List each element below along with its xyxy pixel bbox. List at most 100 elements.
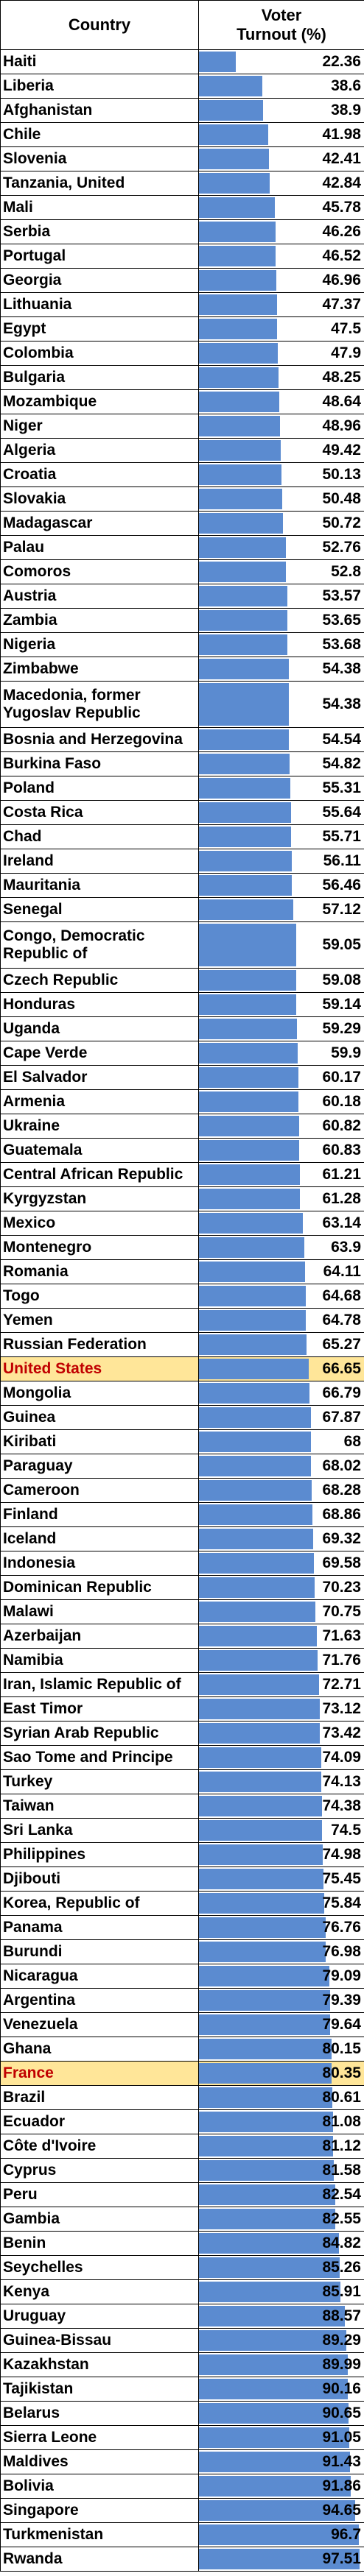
country-cell: Egypt <box>0 316 199 342</box>
turnout-value: 79.39 <box>322 1992 361 2009</box>
turnout-bar <box>199 1577 315 1598</box>
country-cell: Nigeria <box>0 632 199 657</box>
turnout-bar <box>199 1091 298 1112</box>
country-cell: Croatia <box>0 462 199 487</box>
table-row: Armenia 60.18 <box>0 1089 364 1114</box>
turnout-value: 55.71 <box>322 828 361 845</box>
table-row: Bosnia and Herzegovina 54.54 <box>0 727 364 752</box>
turnout-bar <box>199 1310 307 1331</box>
turnout-bar <box>199 1504 313 1525</box>
table-row: Burundi 76.98 <box>0 1939 364 1964</box>
country-cell: Bolivia <box>0 2474 199 2499</box>
turnout-cell: 59.05 <box>198 921 364 969</box>
country-cell: Rwanda <box>0 2547 199 2572</box>
turnout-bar <box>199 899 293 920</box>
turnout-value: 49.42 <box>322 442 361 459</box>
table-row: Central African Republic 61.21 <box>0 1162 364 1187</box>
turnout-bar <box>199 1383 309 1404</box>
table-row: Benin 84.82 <box>0 2231 364 2256</box>
country-cell: Niger <box>0 414 199 439</box>
turnout-bar <box>199 2112 333 2132</box>
turnout-value: 64.11 <box>323 1263 361 1280</box>
turnout-value: 46.52 <box>322 247 361 264</box>
turnout-cell: 56.46 <box>198 873 364 898</box>
turnout-cell: 50.48 <box>198 486 364 512</box>
turnout-value: 94.65 <box>322 2502 361 2519</box>
turnout-bar <box>199 1432 312 1452</box>
turnout-bar <box>199 1529 314 1549</box>
table-row: Chile 41.98 <box>0 122 364 147</box>
country-cell: Turkey <box>0 1769 199 1794</box>
turnout-value: 82.54 <box>322 2186 361 2203</box>
table-row: Dominican Republic 70.23 <box>0 1575 364 1600</box>
turnout-cell: 91.86 <box>198 2474 364 2499</box>
turnout-cell: 72.71 <box>198 1672 364 1697</box>
turnout-cell: 48.64 <box>198 389 364 414</box>
country-cell: Slovenia <box>0 146 199 171</box>
turnout-bar <box>199 2500 356 2521</box>
country-cell: Venezuela <box>0 2012 199 2037</box>
turnout-bar <box>199 659 289 679</box>
turnout-bar <box>199 2039 332 2059</box>
table-row: Comoros 52.8 <box>0 559 364 584</box>
turnout-value: 52.76 <box>322 539 361 556</box>
country-cell: Paraguay <box>0 1454 199 1479</box>
turnout-value: 84.82 <box>322 2234 361 2251</box>
country-cell: Mexico <box>0 1211 199 1236</box>
table-row: Congo, Democratic Republic of 59.05 <box>0 921 364 969</box>
country-cell: Iran, Islamic Republic of <box>0 1672 199 1697</box>
turnout-bar <box>199 1674 319 1695</box>
turnout-value: 41.98 <box>322 126 361 143</box>
turnout-bar <box>199 1456 312 1476</box>
turnout-cell: 69.32 <box>198 1526 364 1551</box>
country-cell: Finland <box>0 1502 199 1527</box>
turnout-bar <box>199 924 297 966</box>
country-cell: Burundi <box>0 1939 199 1964</box>
turnout-cell: 47.5 <box>198 316 364 342</box>
table-row: Syrian Arab Republic 73.42 <box>0 1721 364 1746</box>
table-row: Guinea-Bissau 89.29 <box>0 2328 364 2353</box>
turnout-value: 68.02 <box>322 1457 361 1474</box>
turnout-bar <box>199 319 278 339</box>
turnout-value: 53.68 <box>322 636 361 653</box>
turnout-cell: 67.87 <box>198 1405 364 1430</box>
turnout-value: 60.83 <box>322 1142 361 1158</box>
turnout-cell: 81.58 <box>198 2158 364 2183</box>
turnout-cell: 85.91 <box>198 2279 364 2304</box>
turnout-value: 82.55 <box>322 2210 361 2227</box>
table-row: Togo 64.68 <box>0 1284 364 1309</box>
country-cell: Bosnia and Herzegovina <box>0 727 199 752</box>
turnout-value: 48.96 <box>322 417 361 434</box>
turnout-cell: 81.12 <box>198 2134 364 2159</box>
turnout-cell: 60.17 <box>198 1065 364 1090</box>
turnout-bar <box>199 802 291 823</box>
turnout-value: 61.21 <box>322 1166 361 1183</box>
turnout-value: 50.13 <box>322 466 361 483</box>
turnout-value: 64.68 <box>322 1287 361 1304</box>
turnout-bar <box>199 1164 301 1185</box>
turnout-value: 73.12 <box>322 1700 361 1717</box>
table-row: Honduras 59.14 <box>0 992 364 1017</box>
country-cell: Dominican Republic <box>0 1575 199 1600</box>
turnout-cell: 73.12 <box>198 1696 364 1722</box>
country-cell: Guinea-Bissau <box>0 2328 199 2353</box>
turnout-bar <box>199 1772 322 1792</box>
table-row: East Timor 73.12 <box>0 1696 364 1722</box>
country-cell: Singapore <box>0 2498 199 2523</box>
turnout-cell: 76.98 <box>198 1939 364 1964</box>
table-row: Ecuador 81.08 <box>0 2109 364 2134</box>
country-cell: Georgia <box>0 268 199 293</box>
table-row: Portugal 46.52 <box>0 244 364 269</box>
turnout-value: 46.96 <box>322 272 361 289</box>
turnout-value: 67.87 <box>322 1409 361 1426</box>
country-cell: Guatemala <box>0 1138 199 1163</box>
turnout-cell: 59.14 <box>198 992 364 1017</box>
turnout-cell: 55.31 <box>198 776 364 801</box>
turnout-value: 55.64 <box>322 804 361 821</box>
turnout-cell: 45.78 <box>198 195 364 220</box>
table-row: Sao Tome and Principe 74.09 <box>0 1745 364 1770</box>
turnout-cell: 75.84 <box>198 1891 364 1916</box>
country-cell: Austria <box>0 584 199 609</box>
turnout-value: 22.36 <box>322 53 361 70</box>
turnout-value: 74.5 <box>331 1822 361 1839</box>
